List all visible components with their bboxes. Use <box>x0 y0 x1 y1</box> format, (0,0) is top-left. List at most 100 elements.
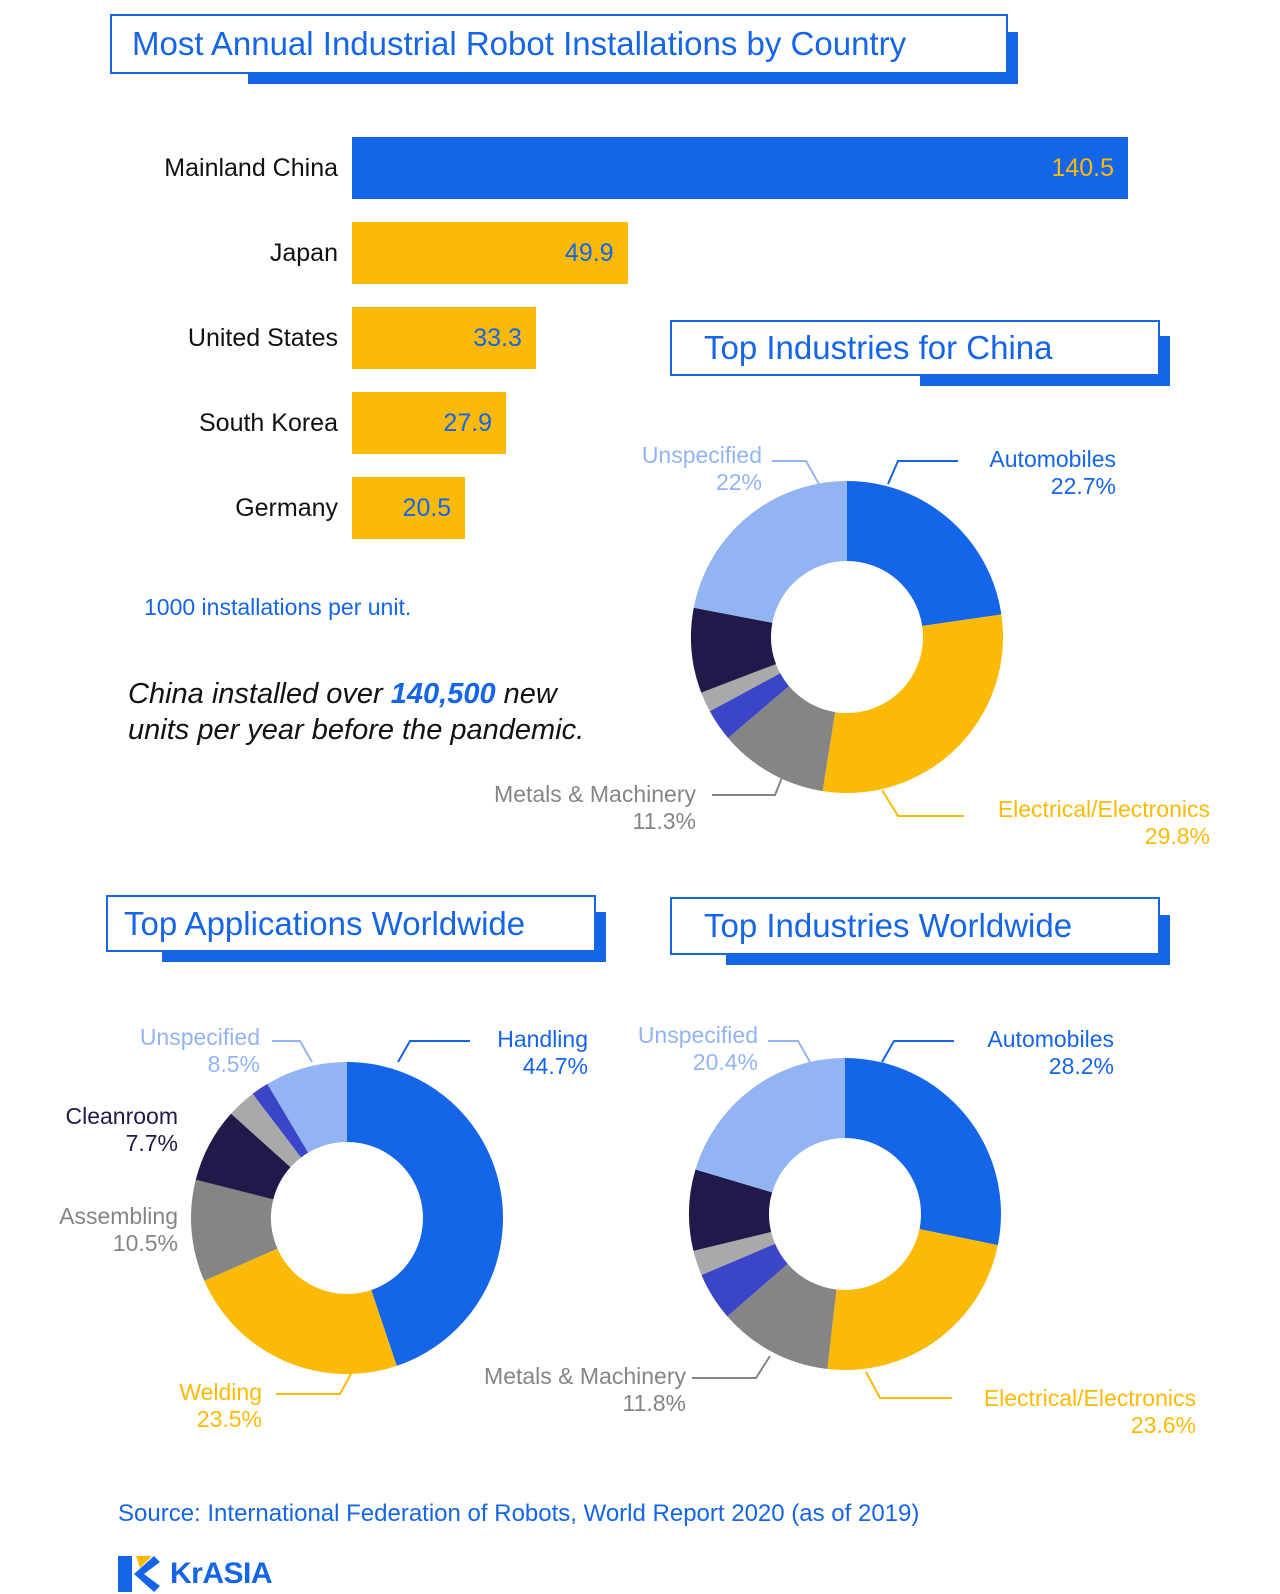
leader-line <box>772 460 821 487</box>
label-name: Handling <box>497 1026 588 1052</box>
label-pct: 22% <box>715 469 762 495</box>
donut-slice-unspecified <box>693 481 847 623</box>
label-pct: 7.7% <box>125 1130 178 1156</box>
logo[interactable]: KrASIA <box>116 1554 273 1594</box>
donut-slice-unspecified <box>267 1062 347 1153</box>
leader-line <box>712 774 784 796</box>
china-industries-title-box: Top Industries for China <box>670 320 1170 386</box>
leader-line <box>865 1371 952 1399</box>
label-name: Metals & Machinery <box>494 781 696 807</box>
donut-slice-other-1 <box>709 673 790 738</box>
bar: 49.9 <box>352 222 628 284</box>
bar-category-label: Germany <box>235 494 338 522</box>
label-electrical-electronics: Electrical/Electronics 23.6% <box>936 1385 1196 1439</box>
donut-slice-other-2 <box>701 664 781 712</box>
bar-category-label: Japan <box>269 239 338 267</box>
leader-line <box>768 1040 811 1063</box>
leader-line <box>397 1040 470 1063</box>
label-automobiles: Automobiles 28.2% <box>964 1026 1114 1080</box>
bar-category-label: United States <box>187 324 338 352</box>
main-title-box: Most Annual Industrial Robot Installatio… <box>110 14 1018 84</box>
label-pct: 11.8% <box>622 1390 686 1416</box>
bar-value-label: 33.3 <box>473 324 522 352</box>
leader-line <box>692 1355 771 1379</box>
main-title: Most Annual Industrial Robot Installatio… <box>110 14 1008 74</box>
donut-slice-handling <box>347 1062 504 1366</box>
bar-value-label: 140.5 <box>1051 154 1114 182</box>
leader-line <box>272 1040 313 1063</box>
label-pct: 28.2% <box>1048 1053 1114 1079</box>
donut-slice-cleanroom <box>195 1113 291 1200</box>
logo-text: KrASIA <box>170 1557 273 1590</box>
label-unspecified: Unspecified 8.5% <box>110 1024 260 1078</box>
leader-line <box>887 460 958 485</box>
applications-title-box: Top Applications Worldwide <box>106 895 606 962</box>
label-unspecified: Unspecified 22% <box>622 442 762 496</box>
donut-slice-automobiles <box>845 1058 1001 1246</box>
donut-slice-other-1 <box>701 1243 788 1317</box>
krasia-logo-icon <box>118 1556 160 1592</box>
label-pct: 44.7% <box>522 1053 588 1079</box>
donut-slice-unspecified <box>695 1058 845 1193</box>
callout-before: China installed over <box>128 678 391 710</box>
leader-line <box>881 1040 954 1063</box>
donut-slice-other-3 <box>691 607 776 693</box>
donut-slice-other-2 <box>693 1231 776 1276</box>
source-note: Source: International Federation of Robo… <box>118 1500 920 1527</box>
label-name: Electrical/Electronics <box>997 796 1210 822</box>
bar-value-label: 49.9 <box>564 239 614 267</box>
donut-slice-electrical-electronics <box>827 1229 998 1370</box>
bar-value-label: 20.5 <box>402 494 452 522</box>
leader-line <box>276 1371 353 1395</box>
bar: 140.5 <box>352 137 1128 199</box>
label-name: Welding <box>179 1379 262 1405</box>
bar-value-label: 27.9 <box>443 409 493 437</box>
label-pct: 23.5% <box>196 1406 262 1432</box>
unit-note: 1000 installations per unit. <box>144 594 412 620</box>
label-electrical-electronics: Electrical/Electronics 29.8% <box>950 796 1210 850</box>
label-assembling: Assembling 10.5% <box>20 1203 178 1257</box>
donut-slice-other-3 <box>689 1169 773 1251</box>
donut-slice-electrical-electronics <box>822 614 1003 793</box>
china-industries-title: Top Industries for China <box>670 320 1160 376</box>
label-name: Automobiles <box>987 1026 1114 1052</box>
label-metals-machinery: Metals & Machinery 11.8% <box>450 1363 686 1417</box>
leader-line <box>881 789 964 817</box>
label-automobiles: Automobiles 22.7% <box>966 446 1116 500</box>
label-name: Electrical/Electronics <box>983 1385 1196 1411</box>
label-name: Unspecified <box>139 1024 260 1050</box>
callout-highlight: 140,500 <box>390 678 496 710</box>
callout-after: new units per year before the pandemic. <box>128 678 585 746</box>
donut-slice-other-1 <box>231 1093 302 1168</box>
callout-text: China installed over 140,500 new units p… <box>128 676 598 748</box>
label-metals-machinery: Metals & Machinery 11.3% <box>460 781 696 835</box>
applications-title: Top Applications Worldwide <box>106 895 596 952</box>
donut-slice-metals-machinery <box>728 686 836 792</box>
label-pct: 29.8% <box>1144 823 1210 849</box>
label-name: Assembling <box>59 1203 178 1229</box>
donut-slice-welding <box>204 1248 397 1374</box>
label-name: Metals & Machinery <box>484 1363 686 1389</box>
donut-slice-assembling <box>190 1179 278 1281</box>
bar: 27.9 <box>352 392 507 454</box>
industries-worldwide-title: Top Industries Worldwide <box>670 897 1160 955</box>
industries-worldwide-title-box: Top Industries Worldwide <box>670 897 1170 965</box>
bar-category-label: Mainland China <box>164 154 338 182</box>
donut-slice-metals-machinery <box>727 1263 837 1370</box>
label-cleanroom: Cleanroom 7.7% <box>30 1103 179 1157</box>
label-handling: Handling 44.7% <box>436 1026 588 1080</box>
label-name: Automobiles <box>989 446 1116 472</box>
donut-slice-automobiles <box>847 481 1002 627</box>
label-unspecified: Unspecified 20.4% <box>610 1022 758 1076</box>
label-pct: 23.6% <box>1130 1412 1196 1438</box>
bar: 20.5 <box>352 477 466 539</box>
label-name: Unspecified <box>641 442 762 468</box>
bar-category-label: South Korea <box>199 409 338 437</box>
donut-slice-other-2 <box>252 1083 309 1158</box>
label-pct: 10.5% <box>112 1230 178 1256</box>
bar: 33.3 <box>352 307 536 369</box>
label-welding: Welding 23.5% <box>120 1379 262 1433</box>
label-pct: 8.5% <box>207 1051 260 1077</box>
label-pct: 20.4% <box>692 1049 758 1075</box>
